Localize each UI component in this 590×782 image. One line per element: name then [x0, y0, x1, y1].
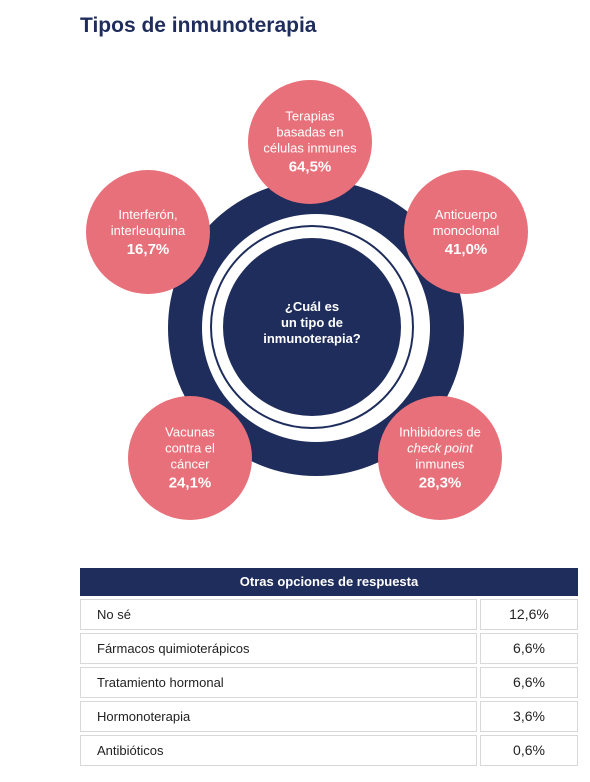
node-label: cáncer: [170, 457, 210, 472]
row-label: Antibióticos: [80, 735, 477, 766]
node-label: células inmunes: [263, 141, 357, 156]
node-label: interleuquina: [111, 223, 186, 238]
node-label: basadas en: [276, 125, 343, 140]
center-text: un tipo de: [281, 315, 343, 330]
node-label: Interferón,: [118, 207, 177, 222]
node-label: check point: [407, 441, 474, 456]
node-label: inmunes: [415, 457, 465, 472]
node-circle: [378, 396, 502, 520]
table-title: Otras opciones de respuesta: [80, 568, 578, 596]
center-circle: [223, 238, 401, 416]
table-row: Hormonoterapia 3,6%: [80, 701, 578, 732]
node-value: 64,5%: [289, 159, 332, 176]
row-value: 6,6%: [480, 667, 578, 698]
center-text: inmunoterapia?: [263, 331, 361, 346]
table-row: Antibióticos 0,6%: [80, 735, 578, 766]
node-label: Terapias: [285, 109, 335, 124]
node-value: 24,1%: [169, 475, 212, 492]
center-text: ¿Cuál es: [285, 299, 339, 314]
node-label: Vacunas: [165, 425, 215, 440]
node-circle: [248, 80, 372, 204]
node-label: contra el: [165, 441, 215, 456]
node-value: 28,3%: [419, 475, 462, 492]
row-label: No sé: [80, 599, 477, 630]
table: Otras opciones de respuesta No sé 12,6% Fá…: [80, 568, 578, 766]
table-row: No sé 12,6%: [80, 599, 578, 630]
row-value: 6,6%: [480, 633, 578, 664]
table-row: Tratamiento hormonal 6,6%: [80, 667, 578, 698]
node-circle: [128, 396, 252, 520]
node-circle: [86, 170, 210, 294]
row-value: 12,6%: [480, 599, 578, 630]
node-label: monoclonal: [433, 223, 500, 238]
table-row: Fármacos quimioterápicos 6,6%: [80, 633, 578, 664]
node-circle: [404, 170, 528, 294]
row-label: Hormonoterapia: [80, 701, 477, 732]
row-value: 3,6%: [480, 701, 578, 732]
node-value: 16,7%: [127, 241, 170, 258]
node-label: Anticuerpo: [435, 207, 497, 222]
node-label: Inhibidores de: [399, 425, 481, 440]
title: Tipos de inmunoterapia: [80, 14, 317, 37]
row-label: Fármacos quimioterápicos: [80, 633, 477, 664]
row-value: 0,6%: [480, 735, 578, 766]
node-value: 41,0%: [445, 241, 488, 258]
row-label: Tratamiento hormonal: [80, 667, 477, 698]
